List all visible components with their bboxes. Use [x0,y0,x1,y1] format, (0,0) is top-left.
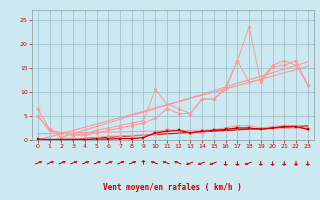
Text: Vent moyen/en rafales ( km/h ): Vent moyen/en rafales ( km/h ) [103,183,242,192]
